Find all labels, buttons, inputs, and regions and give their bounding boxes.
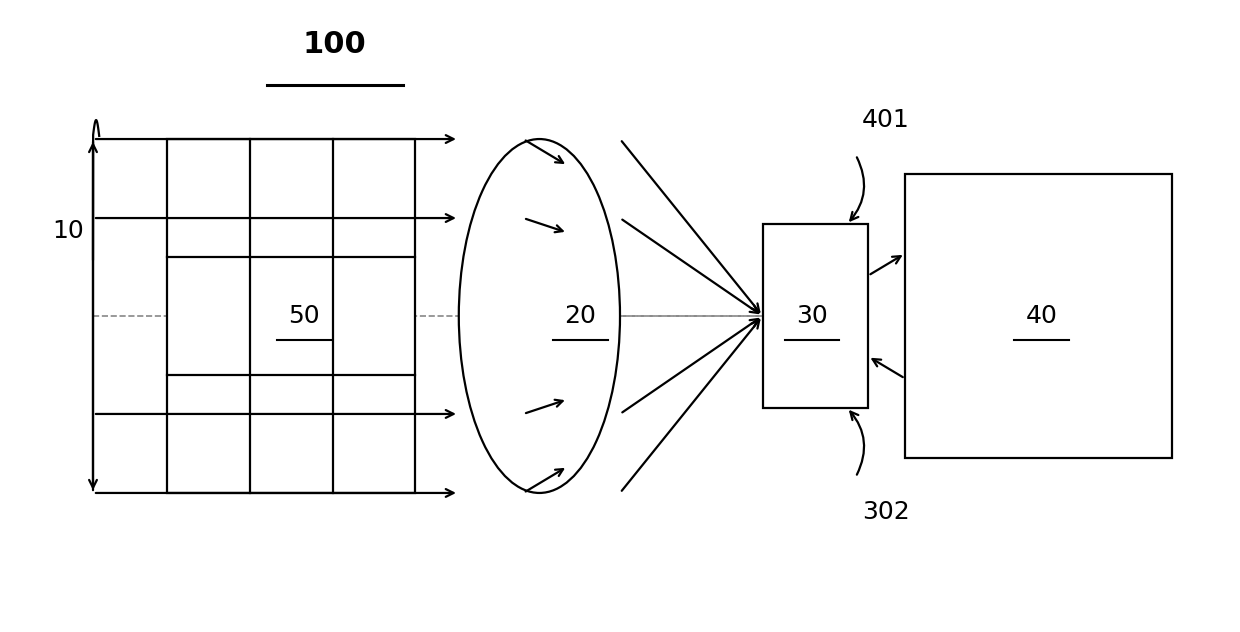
Text: 302: 302 [862,500,910,524]
Text: 10: 10 [52,219,84,243]
Text: 40: 40 [1025,304,1058,328]
Bar [763,224,868,408]
Text: 50: 50 [288,304,320,328]
Text: 100: 100 [303,30,367,59]
Text: 30: 30 [796,304,828,328]
Bar [167,139,415,493]
Bar [905,174,1172,458]
Ellipse shape [459,139,620,493]
Text: 401: 401 [862,108,910,132]
Text: 20: 20 [564,304,596,328]
